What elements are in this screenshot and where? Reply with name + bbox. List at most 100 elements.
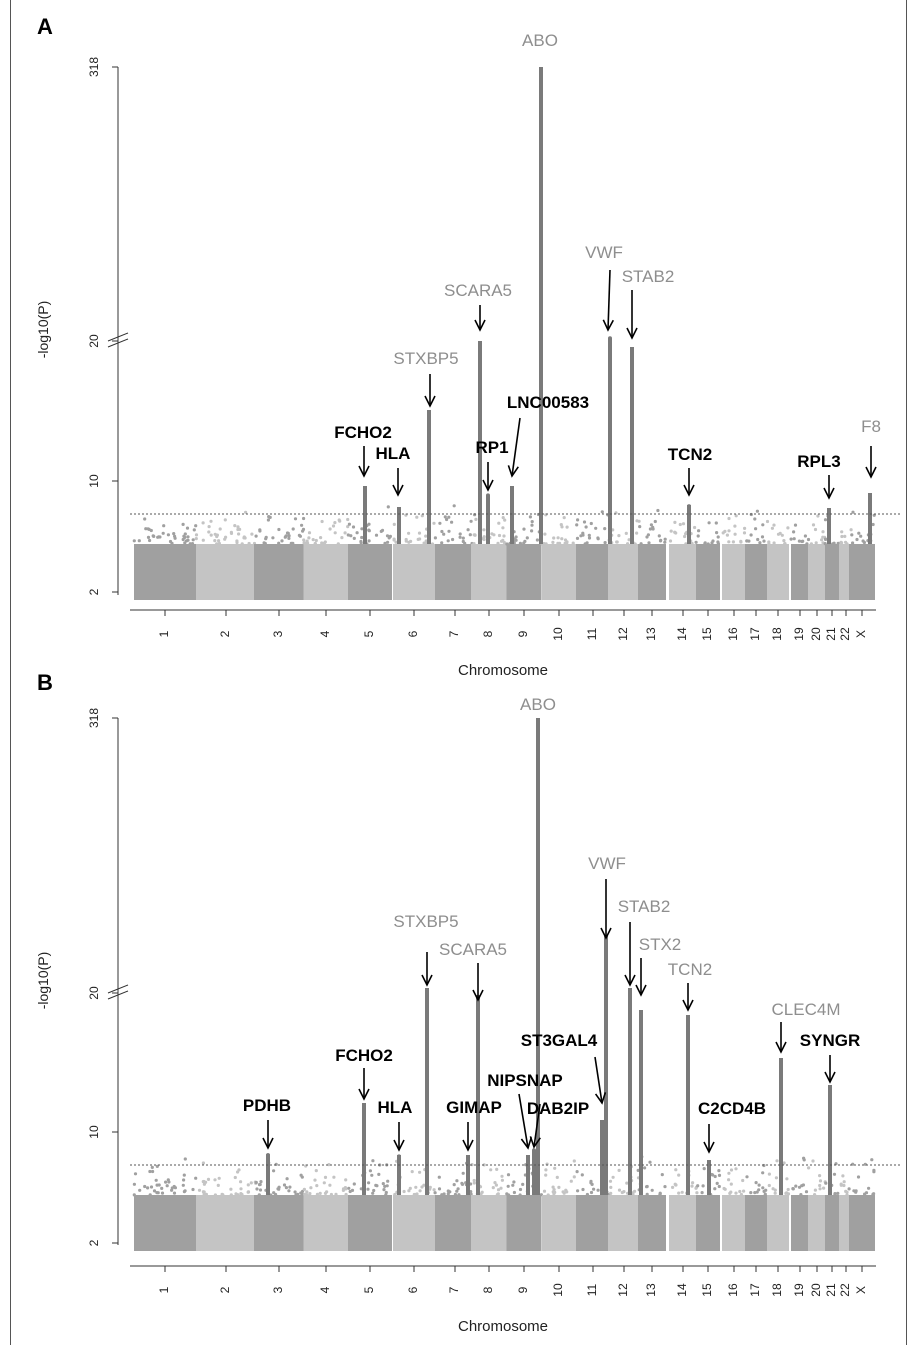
snp-point — [417, 531, 422, 535]
snp-point — [650, 1188, 654, 1192]
gene-label: SCARA5 — [439, 940, 507, 959]
snp-point — [311, 538, 315, 542]
snp-point — [239, 1187, 243, 1191]
x-tick-label: X — [854, 1286, 868, 1294]
snp-point — [371, 1159, 375, 1163]
snp-point — [525, 536, 529, 540]
snp-point — [850, 533, 854, 537]
snp-point — [495, 1167, 499, 1171]
snp-point — [639, 542, 643, 546]
peak-point — [600, 1137, 604, 1142]
snp-point — [727, 529, 731, 533]
snp-point — [333, 521, 337, 525]
peak-column — [630, 347, 634, 544]
snp-point — [867, 1186, 871, 1190]
snp-point — [407, 1189, 411, 1193]
snp-point — [587, 533, 591, 537]
peak-point — [427, 449, 431, 454]
snp-point — [394, 540, 398, 544]
snp-point — [658, 1191, 662, 1195]
snp-point — [382, 1188, 386, 1192]
snp-point — [440, 529, 444, 534]
x-tick-label: 2 — [218, 630, 232, 637]
snp-point — [680, 1190, 684, 1194]
snp-point — [792, 537, 796, 541]
x-axis-title: Chromosome — [458, 662, 548, 679]
chrom-band-15 — [696, 544, 720, 600]
snp-point — [553, 1166, 557, 1170]
peak-point — [486, 510, 490, 515]
snp-point — [183, 1157, 187, 1161]
peak-point — [539, 290, 543, 295]
snp-point — [218, 527, 222, 531]
snp-point — [683, 534, 687, 539]
axis-break-mark — [107, 990, 129, 1000]
x-tick-label: 2 — [218, 1286, 232, 1293]
snp-point — [293, 517, 298, 521]
snp-point — [557, 1185, 561, 1189]
peak-point — [604, 1014, 608, 1018]
snp-point — [442, 532, 446, 536]
snp-point — [822, 1186, 826, 1190]
snp-point — [482, 1163, 486, 1167]
snp-point — [673, 530, 677, 534]
snp-point — [344, 1178, 348, 1182]
snp-point — [284, 1186, 288, 1190]
snp-point — [493, 1181, 497, 1185]
gene-label: GIMAP — [446, 1098, 502, 1117]
snp-point — [160, 1186, 164, 1190]
chrom-band-7 — [435, 1195, 475, 1251]
snp-point — [452, 1183, 456, 1187]
chrom-band-20 — [808, 1195, 826, 1251]
snp-point — [872, 1192, 876, 1196]
snp-point — [715, 531, 719, 535]
snp-point — [792, 530, 796, 534]
gene-label: HLA — [376, 444, 411, 463]
snp-point — [626, 542, 630, 546]
snp-point — [791, 1187, 795, 1191]
snp-point — [694, 540, 698, 544]
snp-point — [714, 521, 718, 525]
snp-point — [742, 1189, 746, 1193]
snp-point — [870, 1158, 874, 1162]
snp-point — [575, 536, 580, 541]
snp-point — [386, 540, 390, 544]
snp-point — [753, 517, 757, 521]
gene-label: ABO — [522, 31, 558, 50]
snp-point — [186, 535, 190, 539]
snp-point — [144, 527, 148, 531]
snp-point — [386, 1179, 390, 1183]
snp-point — [734, 1167, 738, 1171]
peak-point — [628, 1001, 632, 1006]
chrom-band-2 — [196, 544, 256, 600]
snp-point — [383, 1184, 387, 1188]
gene-arrow-head — [392, 484, 404, 497]
chrom-band-11 — [576, 544, 610, 600]
snp-point — [388, 534, 392, 539]
snp-point — [695, 1191, 699, 1195]
chrom-band-7 — [435, 544, 475, 600]
snp-point — [668, 539, 673, 543]
snp-point — [803, 534, 808, 538]
x-tick-label: 15 — [700, 1283, 714, 1297]
snp-point — [721, 531, 725, 535]
peak-point — [526, 1164, 530, 1169]
snp-point — [839, 540, 843, 545]
snp-point — [690, 1184, 694, 1188]
gene-annotations: ABO SCARA5 VWF STAB2 STXBP5 LNC00583 FCHO2 HLA R… — [334, 31, 881, 500]
snp-point — [392, 538, 396, 542]
snp-point — [384, 1193, 388, 1197]
snp-point — [587, 536, 592, 540]
snp-point — [250, 532, 254, 536]
snp-point — [410, 1170, 414, 1174]
snp-point — [760, 535, 765, 539]
snp-point — [152, 1189, 157, 1193]
chrom-band-18 — [767, 1195, 789, 1251]
snp-point — [805, 542, 809, 546]
snp-point — [315, 1184, 319, 1188]
snp-point — [859, 534, 863, 538]
snp-point — [842, 1183, 846, 1188]
snp-point — [678, 522, 682, 527]
gene-arrow-head — [602, 319, 615, 332]
peak-point — [868, 514, 872, 519]
